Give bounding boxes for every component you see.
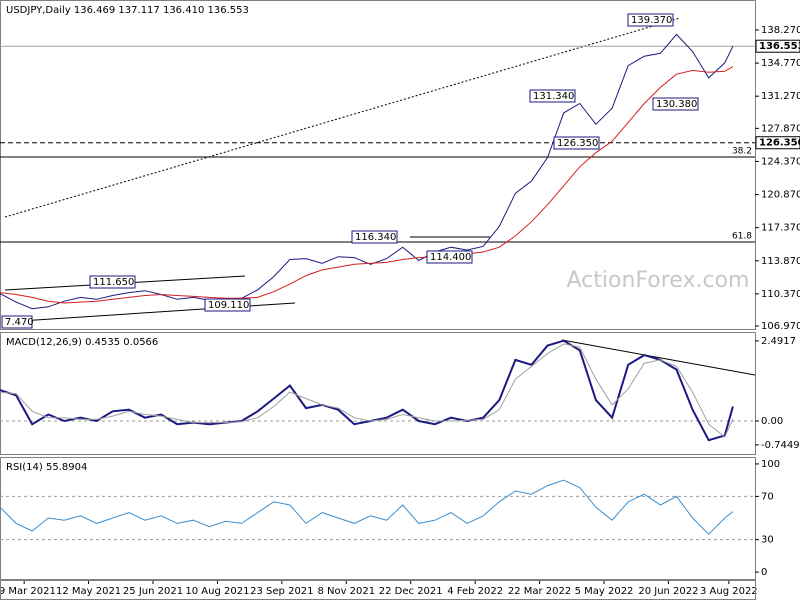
annotation: 116.340 (355, 232, 396, 243)
x-tick-label: 20 Jun 2022 (638, 586, 698, 597)
y-tick-label: 0.00 (761, 416, 783, 427)
panel-title: RSI(14) 55.8904 (6, 462, 87, 473)
x-tick-label: 25 Jun 2021 (123, 586, 183, 597)
channel-line (4, 302, 296, 323)
price-box (755, 39, 800, 53)
series-line (0, 479, 734, 535)
y-tick-label: 113.870 (761, 256, 800, 267)
panel-title: USDJPY,Daily 136.469 137.117 136.410 136… (6, 5, 249, 16)
series-line (0, 66, 734, 304)
annotation: 130.380 (656, 99, 697, 110)
watermark: ActionForex.com (567, 268, 750, 293)
y-tick-label: 134.770 (761, 58, 800, 69)
panel-title: MACD(12,26,9) 0.4535 0.0566 (6, 337, 158, 348)
support-label: 126.350 (759, 138, 800, 149)
annotation-box (529, 89, 576, 103)
annotation: 111.650 (93, 277, 134, 288)
macd-trend-line (561, 339, 756, 376)
series-line (0, 33, 734, 310)
annotation-box (426, 250, 473, 264)
x-tick-label: 5 May 2022 (575, 586, 634, 597)
y-tick-label: 70 (761, 491, 774, 502)
fib-label: 61.8 (732, 232, 752, 242)
panel-frame (0, 332, 756, 455)
y-tick-label: 131.270 (761, 91, 800, 102)
x-tick-label: 4 Feb 2022 (447, 586, 503, 597)
annotation-box (1, 315, 33, 329)
y-tick-label: 127.870 (761, 123, 800, 134)
x-tick-label: 10 Aug 2021 (185, 586, 249, 597)
x-tick-label: 8 Nov 2021 (317, 586, 375, 597)
x-tick-label: 23 Sep 2021 (250, 586, 313, 597)
y-tick-label: 117.370 (761, 223, 800, 234)
annotation-box (351, 230, 398, 244)
y-tick-label: 124.370 (761, 156, 800, 167)
price-box (755, 136, 800, 150)
annotation: 7.470 (5, 317, 34, 328)
panel-frame (0, 0, 756, 330)
y-tick-label: 106.970 (761, 321, 800, 332)
annotation: 139.370 (631, 15, 672, 26)
annotation: 109.110 (208, 300, 249, 311)
trend-line (4, 17, 681, 218)
x-tick-label: 29 Mar 2021 (0, 586, 56, 597)
annotation-box (627, 13, 674, 27)
x-tick-label: 22 Mar 2022 (508, 586, 571, 597)
y-tick-label: -0.7449 (761, 440, 800, 451)
y-tick-label: 2.4917 (761, 336, 796, 347)
x-tick-label: 22 Dec 2021 (379, 586, 443, 597)
annotation-box (204, 298, 251, 312)
series-line (0, 343, 734, 438)
annotation: 126.350 (557, 138, 598, 149)
last-price-label: 136.553 (759, 41, 800, 52)
fib-label: 38.2 (732, 147, 752, 157)
x-tick-label: 12 May 2021 (56, 586, 121, 597)
series-line (0, 339, 734, 442)
annotation-box (553, 136, 600, 150)
y-tick-label: 30 (761, 535, 774, 546)
annotation-box (652, 97, 699, 111)
x-tick-label: 3 Aug 2022 (700, 586, 758, 597)
annotation: 131.340 (533, 91, 574, 102)
annotation: 114.400 (430, 252, 471, 263)
y-tick-label: 100 (761, 459, 780, 470)
panel-frame (0, 457, 756, 580)
y-tick-label: 138.270 (761, 25, 800, 36)
annotation-box (89, 275, 136, 289)
y-tick-label: 0 (761, 567, 767, 578)
y-tick-label: 110.370 (761, 289, 800, 300)
y-tick-label: 120.870 (761, 190, 800, 201)
